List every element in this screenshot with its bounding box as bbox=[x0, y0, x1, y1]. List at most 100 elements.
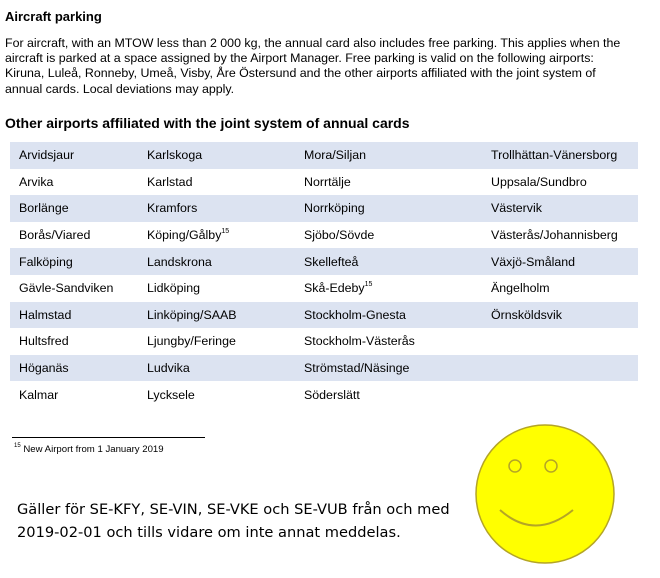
smiley-face-icon bbox=[475, 424, 615, 564]
airport-cell: Arvidsjaur bbox=[10, 148, 147, 162]
airport-name: Köping/Gålby bbox=[147, 228, 222, 243]
section-title: Aircraft parking bbox=[5, 9, 102, 24]
airport-name: Hultsfred bbox=[19, 334, 69, 349]
footnote: 15 New Airport from 1 January 2019 bbox=[14, 443, 164, 455]
airport-name: Strömstad/Näsinge bbox=[304, 361, 410, 376]
airport-name: Uppsala/Sundbro bbox=[491, 174, 587, 189]
smiley-mouth bbox=[499, 509, 574, 527]
airport-name: Halmstad bbox=[19, 307, 72, 322]
airport-cell: Ludvika bbox=[147, 361, 304, 375]
airport-name: Ludvika bbox=[147, 361, 190, 376]
airport-cell: Ängelholm bbox=[491, 281, 638, 295]
airport-name: Borlänge bbox=[19, 201, 69, 216]
airport-name: Arvidsjaur bbox=[19, 148, 75, 163]
airport-name: Trollhättan-Vänersborg bbox=[491, 148, 618, 163]
table-row: Höganäs Ludvika Strömstad/Näsinge bbox=[10, 354, 638, 382]
airport-cell: Borlänge bbox=[10, 201, 147, 215]
table-row: Hultsfred Ljungby/Feringe Stockholm-Väster… bbox=[10, 328, 638, 355]
airport-cell: Köping/Gålby15 bbox=[147, 228, 304, 242]
airport-name: Stockholm-Västerås bbox=[304, 334, 415, 349]
table-row: Arvidsjaur Karlskoga Mora/Siljan Trollhätta… bbox=[10, 142, 638, 169]
airport-cell: Västerås/Johannisberg bbox=[491, 228, 638, 242]
airport-name: Örnsköldsvik bbox=[491, 307, 562, 322]
airport-cell: Stockholm-Gnesta bbox=[304, 308, 491, 322]
airport-name: Skå-Edeby bbox=[304, 281, 365, 296]
table-row: Halmstad Linköping/SAAB Stockholm-Gnesta Ör… bbox=[10, 301, 638, 329]
airport-cell: Ljungby/Feringe bbox=[147, 334, 304, 348]
airport-name: Stockholm-Gnesta bbox=[304, 307, 406, 322]
footnote-text: New Airport from 1 January 2019 bbox=[23, 444, 164, 455]
airport-cell: Lidköping bbox=[147, 281, 304, 295]
airport-name: Norrköping bbox=[304, 201, 365, 216]
table-row: Gävle-Sandviken Lidköping Skå-Edeby15 Ängel… bbox=[10, 275, 638, 302]
table-row: Kalmar Lycksele Söderslätt bbox=[10, 381, 638, 408]
airport-name: Linköping/SAAB bbox=[147, 307, 237, 322]
airport-cell: Trollhättan-Vänersborg bbox=[491, 148, 638, 162]
airport-cell: Skellefteå bbox=[304, 255, 491, 269]
airport-cell: Norrtälje bbox=[304, 175, 491, 189]
airport-name: Kramfors bbox=[147, 201, 198, 216]
airport-name: Höganäs bbox=[19, 361, 69, 376]
airport-cell: Kramfors bbox=[147, 201, 304, 215]
airport-name: Ängelholm bbox=[491, 281, 550, 296]
airport-name: Borås/Viared bbox=[19, 228, 91, 243]
airport-name: Norrtälje bbox=[304, 174, 351, 189]
table-row: Falköping Landskrona Skellefteå Växjö-Småla… bbox=[10, 248, 638, 275]
airport-cell: Västervik bbox=[491, 201, 638, 215]
airport-table: Arvidsjaur Karlskoga Mora/Siljan Trollhätta… bbox=[10, 142, 638, 408]
airport-name: Karlskoga bbox=[147, 148, 203, 163]
airport-name: Gävle-Sandviken bbox=[19, 281, 114, 296]
footnote-mark: 15 bbox=[14, 443, 21, 449]
airport-name: Västervik bbox=[491, 201, 542, 216]
airport-name: Lidköping bbox=[147, 281, 201, 296]
footnote-reference: 15 bbox=[364, 281, 373, 289]
airport-cell: Kalmar bbox=[10, 388, 147, 402]
airport-cell: Skå-Edeby15 bbox=[304, 281, 491, 295]
airport-cell: Höganäs bbox=[10, 361, 147, 375]
table-row: Arvika Karlstad Norrtälje Uppsala/Sundbro bbox=[10, 169, 638, 196]
airport-cell: Strömstad/Näsinge bbox=[304, 361, 491, 375]
smiley-face-circle bbox=[475, 424, 615, 564]
airport-name: Växjö-Småland bbox=[491, 254, 576, 269]
airport-cell: Lycksele bbox=[147, 388, 304, 402]
footnote-reference: 15 bbox=[221, 228, 230, 236]
airport-cell: Uppsala/Sundbro bbox=[491, 175, 638, 189]
airport-cell: Falköping bbox=[10, 255, 147, 269]
airport-cell: Mora/Siljan bbox=[304, 148, 491, 162]
table-row: Borlänge Kramfors Norrköping Västervik bbox=[10, 195, 638, 222]
airport-name: Arvika bbox=[19, 174, 54, 189]
table-row: Borås/Viared Köping/Gålby15 Sjöbo/Sövde Väs… bbox=[10, 222, 638, 249]
airport-name: Landskrona bbox=[147, 254, 212, 269]
parking-description: For aircraft, with an MTOW less than 2 0… bbox=[5, 36, 621, 96]
airport-name: Skellefteå bbox=[304, 254, 359, 269]
airport-name: Kalmar bbox=[19, 387, 59, 402]
airport-cell: Arvika bbox=[10, 175, 147, 189]
airport-cell: Landskrona bbox=[147, 255, 304, 269]
airport-cell: Sjöbo/Sövde bbox=[304, 228, 491, 242]
airport-cell: Linköping/SAAB bbox=[147, 308, 304, 322]
airport-cell: Söderslätt bbox=[304, 388, 491, 402]
smiley-left-eye bbox=[508, 459, 522, 473]
table-title: Other airports affiliated with the joint… bbox=[5, 115, 410, 131]
airport-name: Falköping bbox=[19, 254, 73, 269]
airport-cell: Växjö-Småland bbox=[491, 255, 638, 269]
airport-name: Karlstad bbox=[147, 174, 193, 189]
validity-note: Gäller för SE-KFY, SE-VIN, SE-VKE och SE… bbox=[17, 501, 450, 541]
smiley-right-eye bbox=[544, 459, 558, 473]
airport-cell: Karlstad bbox=[147, 175, 304, 189]
airport-cell: Gävle-Sandviken bbox=[10, 281, 147, 295]
airport-name: Västerås/Johannisberg bbox=[491, 228, 618, 243]
airport-cell: Örnsköldsvik bbox=[491, 308, 638, 322]
airport-name: Sjöbo/Sövde bbox=[304, 228, 375, 243]
airport-cell: Karlskoga bbox=[147, 148, 304, 162]
footnote-divider bbox=[12, 437, 205, 438]
airport-cell: Borås/Viared bbox=[10, 228, 147, 242]
airport-cell: Hultsfred bbox=[10, 334, 147, 348]
airport-name: Ljungby/Feringe bbox=[147, 334, 236, 349]
airport-name: Lycksele bbox=[147, 387, 195, 402]
airport-cell: Norrköping bbox=[304, 201, 491, 215]
airport-name: Mora/Siljan bbox=[304, 148, 366, 163]
airport-name: Söderslätt bbox=[304, 387, 360, 402]
airport-cell: Halmstad bbox=[10, 308, 147, 322]
airport-cell: Stockholm-Västerås bbox=[304, 334, 491, 348]
